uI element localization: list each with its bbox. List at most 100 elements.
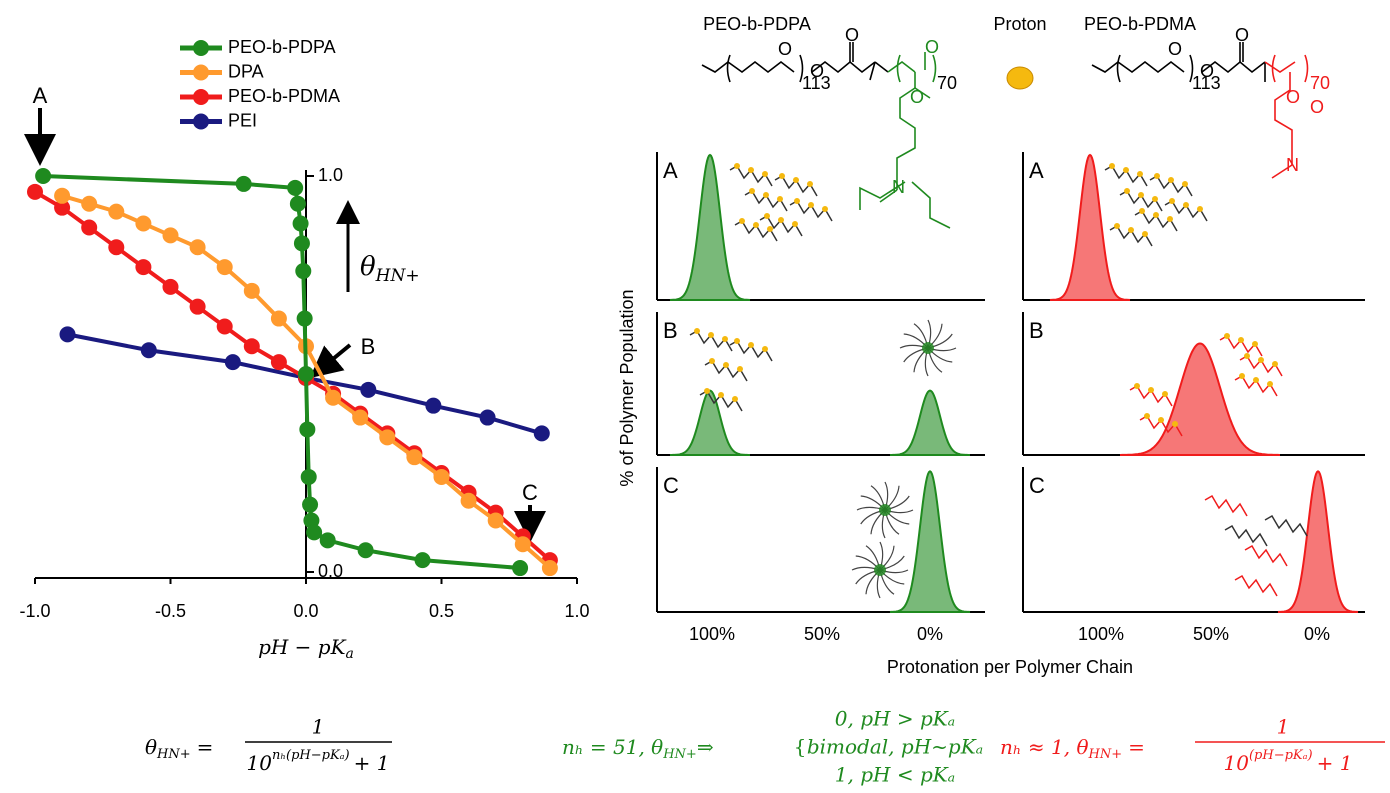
text-part: nₕ(pH−pKₐ) bbox=[272, 748, 350, 763]
x-tick-label: 0.5 bbox=[429, 601, 454, 621]
atom-label: O bbox=[1286, 87, 1300, 107]
legend-marker bbox=[193, 40, 209, 56]
proton-dot bbox=[1123, 167, 1129, 173]
x-tick-label: -0.5 bbox=[155, 601, 186, 621]
equation-case: bimodal, pH~pKₐ bbox=[807, 735, 983, 759]
data-point bbox=[135, 215, 152, 232]
data-point bbox=[235, 175, 252, 192]
proton-dot bbox=[723, 362, 729, 368]
x-tick-label: 50% bbox=[804, 624, 840, 644]
data-point bbox=[293, 235, 310, 252]
data-point bbox=[357, 542, 374, 559]
brace: { bbox=[794, 735, 807, 759]
proton-dot bbox=[1128, 227, 1134, 233]
equation-pdma: nₕ ≈ 1, θHN+ = bbox=[1000, 735, 1145, 762]
annotation: C bbox=[522, 480, 538, 505]
proton-dot bbox=[748, 342, 754, 348]
proton-dot bbox=[1138, 192, 1144, 198]
data-point bbox=[135, 259, 152, 276]
proton-dot bbox=[718, 392, 724, 398]
legend-marker bbox=[193, 113, 209, 130]
equation-denominator: 10nₕ(pH−pKₐ) + 1 bbox=[247, 748, 390, 775]
structure-pdma bbox=[1091, 42, 1309, 179]
proton-dot bbox=[1109, 163, 1115, 169]
proton-dot bbox=[808, 202, 814, 208]
text-part: HN+ bbox=[375, 266, 420, 286]
text-part: HN+ bbox=[156, 747, 191, 762]
x-tick-label: 1.0 bbox=[564, 601, 589, 621]
proton-dot bbox=[708, 332, 714, 338]
data-point bbox=[27, 183, 43, 200]
proton-dot bbox=[734, 163, 740, 169]
legend-label: Proton bbox=[993, 14, 1046, 34]
data-point bbox=[414, 552, 431, 569]
data-point bbox=[292, 215, 309, 232]
data-point bbox=[352, 409, 369, 426]
data-point bbox=[295, 263, 312, 280]
proton-dot bbox=[1142, 231, 1148, 237]
text-part: 10 bbox=[247, 751, 273, 775]
proton-dot bbox=[1124, 188, 1130, 194]
structure-pdpa bbox=[701, 42, 951, 229]
annotation: B bbox=[361, 334, 376, 359]
micelle-core bbox=[922, 342, 934, 354]
data-point bbox=[296, 310, 313, 327]
equation-case: 0, pH > pKₐ bbox=[835, 707, 955, 731]
x-tick-label: 100% bbox=[1078, 624, 1124, 644]
proton-dot bbox=[1244, 353, 1250, 359]
proton-dot bbox=[1197, 206, 1203, 212]
micelle-core bbox=[874, 564, 886, 576]
proton-dot bbox=[763, 192, 769, 198]
data-point bbox=[479, 409, 496, 426]
text-part: = bbox=[197, 735, 214, 759]
atom-label: O bbox=[925, 37, 939, 57]
text-part: (pH−pKₐ) bbox=[1249, 748, 1313, 763]
text-part: + 1 bbox=[354, 751, 390, 775]
panel-label: C bbox=[1029, 473, 1045, 498]
data-point bbox=[189, 239, 206, 256]
proton-dot bbox=[1172, 421, 1178, 427]
data-point bbox=[108, 203, 125, 220]
atom-label: O bbox=[910, 87, 924, 107]
y-tick-label: 0.0 bbox=[318, 561, 343, 581]
atom-label: O bbox=[845, 25, 859, 45]
proton-dot bbox=[753, 222, 759, 228]
data-point bbox=[425, 397, 442, 414]
proton-dot bbox=[778, 217, 784, 223]
atom-label: N bbox=[892, 177, 905, 197]
text-part: pH − pK bbox=[258, 635, 347, 659]
data-point bbox=[302, 496, 319, 513]
data-point bbox=[379, 429, 396, 446]
data-point bbox=[243, 338, 260, 355]
data-point bbox=[325, 389, 342, 406]
x-tick-label: 100% bbox=[689, 624, 735, 644]
proton-dot bbox=[739, 218, 745, 224]
x-axis-label: Protonation per Polymer Chain bbox=[887, 657, 1133, 677]
proton-dot bbox=[734, 338, 740, 344]
column-title: PEO-b-PDPA bbox=[703, 14, 811, 34]
data-point bbox=[243, 282, 260, 299]
x-tick-label: 0.0 bbox=[293, 601, 318, 621]
proton-dot bbox=[1148, 387, 1154, 393]
proton-dot bbox=[1182, 181, 1188, 187]
repeat-count: 113 bbox=[802, 73, 831, 93]
text-part: θ bbox=[360, 252, 376, 282]
proton-dot bbox=[1154, 173, 1160, 179]
proton-dot bbox=[1169, 198, 1175, 204]
panel-label: C bbox=[663, 473, 679, 498]
data-point bbox=[216, 259, 233, 276]
text-part: nₕ = 51, θ bbox=[562, 735, 663, 759]
proton-dot bbox=[1162, 391, 1168, 397]
data-point bbox=[162, 278, 179, 295]
proton-dot bbox=[762, 171, 768, 177]
data-point bbox=[533, 425, 550, 442]
data-point bbox=[460, 492, 477, 509]
atom-label: O bbox=[1310, 97, 1324, 117]
data-point bbox=[54, 187, 71, 204]
data-point bbox=[406, 449, 423, 466]
text-part: HN+ bbox=[662, 747, 697, 762]
data-point bbox=[162, 227, 179, 244]
proton-dot bbox=[794, 198, 800, 204]
text-part: θ bbox=[145, 735, 157, 759]
distribution-peak bbox=[1049, 153, 1131, 301]
